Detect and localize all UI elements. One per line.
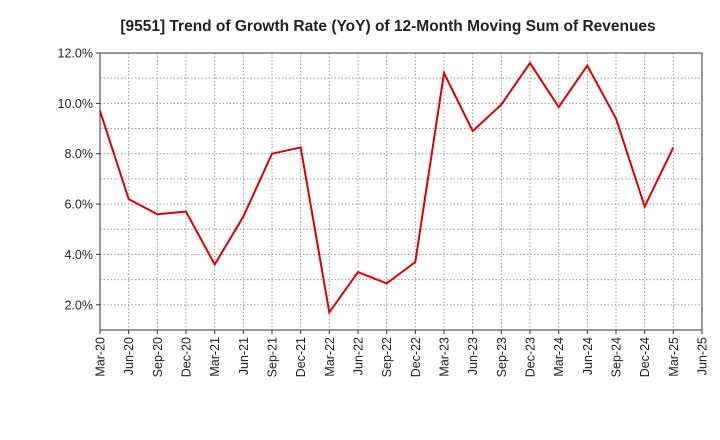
y-tick-label: 4.0% [65,248,94,262]
x-tick-label: Jun-22 [352,337,366,375]
x-tick-label: Jun-25 [696,337,710,375]
x-tick-label: Jun-21 [237,337,251,375]
x-tick-label: Jun-23 [466,337,480,375]
chart-title: [9551] Trend of Growth Rate (YoY) of 12-… [120,18,655,35]
x-tick-label: Dec-21 [294,337,308,377]
x-axis-ticks: Mar-20 Jun-20 Sep-20 Dec-20 Mar-21 Jun-21 Sep-… [94,330,710,377]
x-tick-label: Mar-24 [552,337,566,377]
x-tick-label: Jun-20 [122,337,136,375]
x-tick-label: Mar-23 [438,337,452,377]
x-tick-label: Mar-22 [323,337,337,377]
x-tick-label: Dec-24 [638,337,652,377]
x-tick-label: Sep-20 [151,337,165,377]
x-tick-label: Sep-24 [610,337,624,377]
y-tick-label: 10.0% [58,97,93,111]
x-tick-label: Jun-24 [581,337,595,375]
x-tick-label: Sep-22 [380,337,394,377]
y-tick-label: 12.0% [58,47,93,61]
x-tick-label: Dec-22 [409,337,423,377]
plot-frame [99,52,703,331]
y-tick-label: 6.0% [65,198,94,212]
series-line [99,61,675,315]
x-tick-label: Mar-25 [667,337,681,377]
x-tick-label: Sep-23 [495,337,509,377]
x-tick-label: Dec-20 [180,337,194,377]
x-tick-label: Mar-21 [208,337,222,377]
x-tick-label: Dec-23 [524,337,538,377]
y-tick-label: 8.0% [65,147,94,161]
x-tick-label: Sep-21 [266,337,280,377]
gridlines [100,53,702,330]
y-tick-label: 2.0% [65,298,94,312]
y-axis-ticks: 2.0% 4.0% 6.0% 8.0% 10.0% 12.0% [58,47,100,312]
x-tick-label: Mar-20 [94,337,108,377]
series-group [99,61,675,315]
